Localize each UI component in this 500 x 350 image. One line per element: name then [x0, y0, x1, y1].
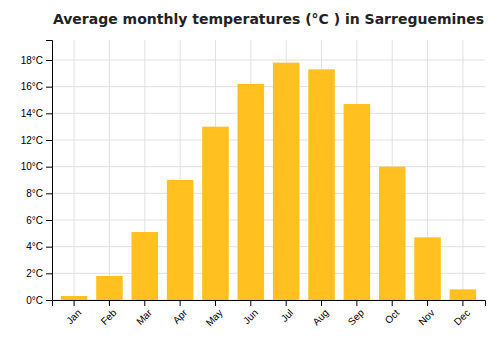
x-tick-label: Apr	[171, 307, 190, 326]
x-tick-label: Aug	[310, 307, 330, 327]
x-tick: May	[204, 300, 225, 328]
y-tick-mark	[46, 300, 52, 301]
plot-area: 0°C 2°C 4°C 6°C 8°C 10°C 12°C 14°C 16°C 18°C Jan Fe…	[21, 40, 486, 328]
x-tick-mark	[321, 300, 322, 306]
bars	[61, 63, 476, 300]
x-tick-mark	[427, 300, 428, 306]
y-tick-mark	[46, 193, 52, 194]
y-tick-mark	[46, 140, 52, 141]
x-tick-label: Jun	[241, 307, 260, 326]
x-tick-label: Jul	[279, 307, 296, 324]
y-tick: 0°C	[26, 295, 52, 306]
x-tick-mark	[462, 300, 463, 306]
bar	[379, 167, 406, 300]
y-axis-line	[46, 41, 53, 301]
x-axis: Jan Feb Mar Apr May Jun Jul Aug Sep Oct Nov Dec	[53, 300, 486, 328]
x-tick-label: Dec	[452, 307, 472, 327]
bar	[273, 63, 300, 300]
y-tick-mark	[46, 247, 52, 248]
bar	[344, 104, 371, 300]
y-tick-label: 12°C	[21, 135, 43, 146]
x-tick: Apr	[171, 300, 190, 326]
x-tick-mark	[144, 300, 145, 306]
bar	[238, 84, 265, 300]
grid-line-x	[109, 40, 110, 300]
y-tick: 18°C	[21, 55, 52, 66]
y-tick-mark	[46, 87, 52, 88]
bar	[167, 180, 194, 300]
x-tick-label: Sep	[346, 307, 367, 328]
y-tick-mark	[46, 220, 52, 221]
bar	[450, 289, 477, 300]
y-tick-label: 10°C	[21, 161, 43, 172]
x-tick-label: Mar	[134, 307, 154, 327]
y-tick: 8°C	[26, 188, 52, 199]
grid-line-x	[74, 40, 75, 300]
y-tick: 14°C	[21, 108, 52, 119]
x-tick-label: Feb	[99, 307, 119, 327]
y-tick: 2°C	[26, 268, 52, 279]
x-tick: Jan	[64, 300, 83, 326]
x-tick-mark	[250, 300, 251, 306]
grid-line-y	[52, 60, 485, 61]
grid-line-y	[52, 166, 485, 167]
y-tick: 4°C	[26, 241, 52, 252]
grid-line-x	[462, 40, 463, 300]
x-tick-mark	[392, 300, 393, 306]
x-tick: Aug	[310, 300, 330, 327]
y-tick-label: 14°C	[21, 108, 43, 119]
y-tick: 6°C	[26, 215, 52, 226]
x-tick: Jun	[241, 300, 260, 326]
y-tick: 12°C	[21, 135, 52, 146]
grid-line-y	[52, 220, 485, 221]
x-tick: Dec	[452, 300, 472, 327]
grid-line-y	[52, 140, 485, 141]
y-tick: 10°C	[21, 161, 52, 172]
y-tick: 16°C	[21, 81, 52, 92]
grid-line-y	[52, 86, 485, 87]
y-tick-label: 8°C	[26, 188, 43, 199]
x-tick: Mar	[134, 300, 154, 327]
bar	[414, 237, 441, 300]
chart-title: Average monthly temperatures (°C ) in Sa…	[53, 11, 484, 27]
y-tick-mark	[46, 113, 52, 114]
page: {"chart_data": {"type": "bar", "title": …	[0, 0, 500, 350]
x-tick-label: Oct	[383, 307, 402, 326]
y-tick-mark	[46, 273, 52, 274]
x-axis-line	[53, 301, 486, 307]
bar	[308, 69, 335, 300]
grid-line-y	[52, 113, 485, 114]
y-tick-label: 4°C	[26, 241, 43, 252]
x-tick-label: May	[204, 307, 225, 328]
bar	[61, 296, 88, 300]
grid-line-y	[52, 193, 485, 194]
y-tick-label: 18°C	[21, 55, 43, 66]
x-tick-mark	[74, 300, 75, 306]
y-tick-label: 6°C	[26, 215, 43, 226]
bar	[202, 127, 229, 300]
y-tick-mark	[46, 60, 52, 61]
bar	[96, 276, 123, 300]
x-tick-label: Nov	[416, 307, 436, 327]
grid	[52, 40, 485, 300]
x-tick-mark	[180, 300, 181, 306]
chart-container: Average monthly temperatures (°C ) in Sa…	[0, 0, 500, 350]
x-tick: Oct	[383, 300, 402, 326]
x-tick-mark	[356, 300, 357, 306]
x-tick-mark	[286, 300, 287, 306]
x-tick: Sep	[346, 300, 367, 327]
y-tick-mark	[46, 167, 52, 168]
y-tick-label: 16°C	[21, 81, 43, 92]
x-tick: Jul	[279, 300, 296, 324]
chart-svg: Average monthly temperatures (°C ) in Sa…	[0, 0, 500, 350]
x-tick-mark	[215, 300, 216, 306]
x-tick-mark	[109, 300, 110, 306]
y-tick-label: 0°C	[26, 295, 43, 306]
bar	[132, 232, 159, 300]
y-tick-label: 2°C	[26, 268, 43, 279]
x-tick: Feb	[99, 300, 119, 327]
x-tick-label: Jan	[64, 307, 83, 326]
y-axis: 0°C 2°C 4°C 6°C 8°C 10°C 12°C 14°C 16°C 18°C	[21, 41, 53, 306]
x-tick: Nov	[416, 300, 436, 327]
